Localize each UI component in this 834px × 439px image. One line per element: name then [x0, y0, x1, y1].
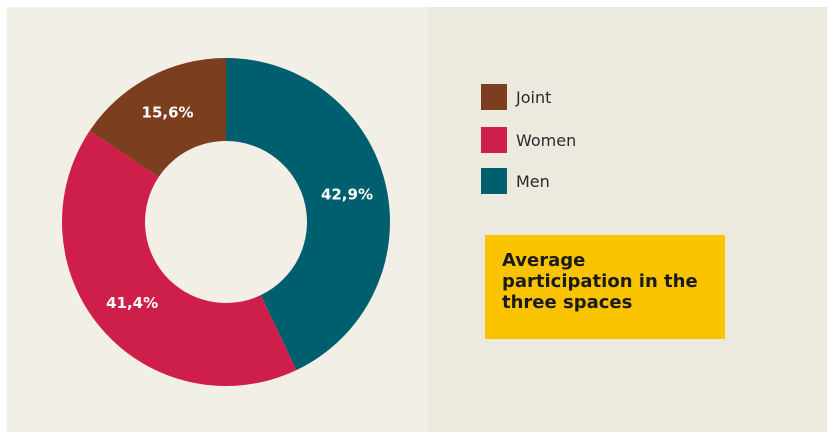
legend-swatch-joint — [481, 84, 507, 110]
donut-slice-men — [226, 58, 390, 371]
donut-slice-women — [62, 130, 297, 386]
donut-slices — [62, 58, 390, 386]
legend-item-women: Women — [481, 127, 576, 153]
chart-title: Average participation in the three space… — [502, 250, 698, 313]
slice-label-men: 42,9% — [321, 186, 373, 204]
legend-item-men: Men — [481, 168, 550, 194]
legend-panel — [428, 7, 827, 432]
legend-item-joint: Joint — [481, 84, 551, 110]
legend-swatch-women — [481, 127, 507, 153]
legend-label-women: Women — [516, 130, 577, 150]
legend-label-joint: Joint — [516, 87, 552, 107]
chart-title-box: Average participation in the three space… — [485, 235, 725, 339]
legend-swatch-men — [481, 168, 507, 194]
slice-label-women: 41,4% — [106, 294, 158, 312]
donut-slice-labels: 42,9% 41,4% 15,6% — [106, 104, 373, 312]
legend-label-men: Men — [516, 171, 550, 191]
slice-label-joint: 15,6% — [142, 104, 194, 122]
donut-slice-joint — [89, 58, 226, 177]
